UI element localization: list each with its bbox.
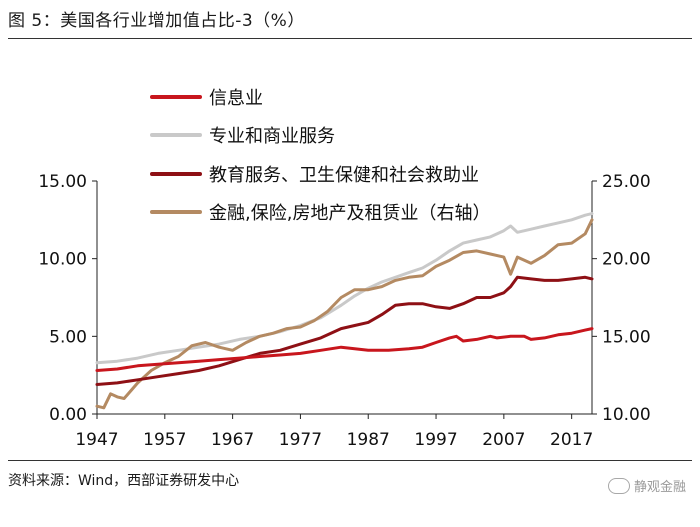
x-tick-label: 2017 [550, 430, 593, 450]
left-tick-label: 5.00 [49, 327, 87, 347]
right-tick-label: 20.00 [602, 250, 651, 270]
top-rule [8, 38, 692, 39]
legend-label: 教育服务、卫生保健和社会救助业 [209, 165, 479, 186]
source-note: 资料来源：Wind，西部证券研发中心 [8, 473, 240, 489]
x-tick-label: 2007 [482, 430, 525, 450]
x-tick-label: 1997 [414, 430, 457, 450]
axes: 0.00 5.00 10.00 15.00 10.00 15.00 20.00 25.00 19… [38, 172, 650, 450]
figure-title: 图 5：美国各行业增加值占比-3（%） [8, 11, 305, 31]
series-line-2 [95, 212, 594, 365]
bottom-rule [8, 460, 692, 461]
x-tick-label: 1977 [279, 430, 322, 450]
right-tick-label: 15.00 [602, 327, 651, 347]
series-line-4 [95, 218, 594, 410]
left-tick-label: 15.00 [38, 172, 87, 192]
legend: 信息业专业和商业服务教育服务、卫生保健和社会救助业金融,保险,房地产及租赁业（右… [150, 88, 490, 224]
watermark-text: 静观金融 [633, 480, 686, 495]
legend-label: 专业和商业服务 [209, 126, 335, 147]
x-tick-label: 1957 [143, 430, 186, 450]
series-line-3 [95, 275, 594, 386]
x-tick-label: 1947 [75, 430, 118, 450]
left-tick-label: 10.00 [38, 250, 87, 270]
wechat-icon [607, 477, 630, 494]
watermark: 静观金融 [607, 476, 686, 495]
legend-label: 信息业 [209, 88, 263, 109]
series-line-1 [95, 327, 594, 372]
legend-label: 金融,保险,房地产及租赁业（右轴） [209, 203, 490, 224]
x-tick-label: 1967 [211, 430, 254, 450]
series-lines [95, 212, 594, 410]
line-chart: 0.00 5.00 10.00 15.00 10.00 15.00 20.00 25.00 19… [38, 88, 650, 450]
right-tick-label: 25.00 [602, 172, 651, 192]
right-tick-label: 10.00 [602, 405, 651, 425]
left-tick-label: 0.00 [49, 405, 87, 425]
x-tick-label: 1987 [347, 430, 390, 450]
